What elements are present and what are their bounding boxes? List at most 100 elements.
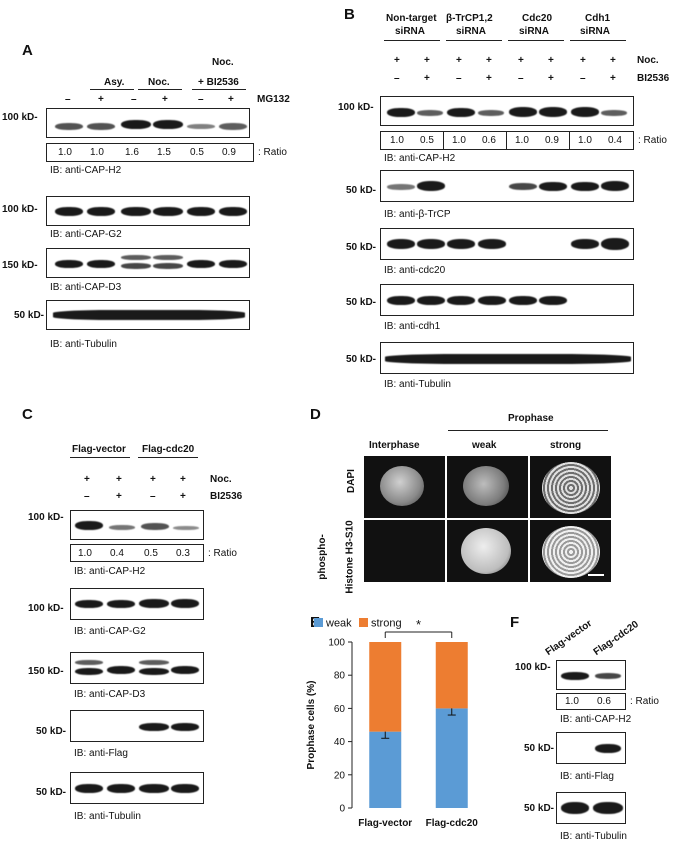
- bar-strong-Flag-vector: [369, 642, 402, 732]
- row-label-noc: Noc.: [637, 55, 659, 66]
- ratio-value: 1.0: [515, 135, 529, 146]
- group-label-bi2536: + BI2536: [198, 77, 239, 88]
- panel-label-a: A: [22, 42, 33, 59]
- ratio-value: 1.0: [90, 147, 104, 158]
- group-label: Flag-vector: [72, 444, 126, 455]
- sign: +: [180, 491, 186, 502]
- ib-label: IB: anti-Tubulin: [50, 339, 117, 350]
- ib-label: IB: anti-CAP-G2: [50, 229, 122, 240]
- blot-cap-d3: [70, 652, 204, 684]
- mw-marker: 50 kD-: [346, 297, 377, 308]
- stacked-bar-chart: weak strong 0 20 40 60 80 100 Prophase cells (%)…: [300, 612, 500, 834]
- ib-label: IB: anti-β-TrCP: [384, 209, 451, 220]
- row-label-phospho: phospho-: [316, 534, 328, 580]
- column-header-interphase: Interphase: [369, 440, 420, 451]
- sign: –: [580, 73, 586, 84]
- blot-cdc20: [380, 228, 634, 260]
- ratio-value: 0.5: [420, 135, 434, 146]
- mw-marker: 150 kD-: [28, 666, 64, 677]
- group-underline: [570, 40, 626, 41]
- mw-marker: 100 kD-: [2, 112, 38, 123]
- group-label-noc-bi: Noc.: [212, 57, 234, 68]
- group-underline: [138, 89, 182, 90]
- sign: +: [486, 55, 492, 66]
- blot-flag: [556, 732, 626, 764]
- ratio-value: 1.0: [565, 696, 579, 707]
- sign: +: [456, 55, 462, 66]
- mw-marker: 50 kD-: [346, 242, 377, 253]
- ratio-value: 0.6: [597, 696, 611, 707]
- ratio-value: 0.4: [608, 135, 622, 146]
- ratio-value: 1.0: [452, 135, 466, 146]
- blot-tubulin: [556, 792, 626, 824]
- bar-strong-Flag-cdc20: [435, 642, 468, 709]
- row-label-histone: Histone H3-S10: [344, 520, 356, 594]
- ratio-suffix: : Ratio: [208, 548, 237, 559]
- y-tick-label: 40: [334, 737, 346, 748]
- micrograph-ph3-strong: [530, 520, 611, 582]
- mw-marker: 50 kD-: [346, 354, 377, 365]
- lane-label: Flag-vector: [543, 618, 595, 658]
- significance-marker: *: [416, 617, 421, 632]
- y-tick-label: 20: [334, 770, 346, 781]
- x-tick-label: Flag-vector: [358, 818, 412, 829]
- sign: +: [116, 474, 122, 485]
- column-header-weak: weak: [472, 440, 497, 451]
- group-label: Non-target: [386, 13, 437, 24]
- ib-label: IB: anti-CAP-D3: [74, 689, 146, 700]
- ratio-value: 0.6: [482, 135, 496, 146]
- legend-swatch-weak: [314, 618, 323, 627]
- sign: –: [518, 73, 524, 84]
- micrograph-ph3-interphase: [364, 520, 445, 582]
- bar-weak-Flag-vector: [369, 731, 402, 808]
- ib-label: IB: anti-Tubulin: [384, 379, 451, 390]
- blot-tubulin: [380, 342, 634, 374]
- mg132-label: MG132: [257, 94, 290, 105]
- group-label-asy: Asy.: [104, 77, 125, 88]
- blot-cdh1: [380, 284, 634, 316]
- blot-cap-g2: [46, 196, 250, 226]
- sign: +: [116, 491, 122, 502]
- mw-marker: 100 kD-: [515, 662, 551, 673]
- micrograph-ph3-weak: [447, 520, 528, 582]
- column-header-strong: strong: [550, 440, 582, 451]
- group-underline: [70, 457, 130, 458]
- sign: +: [518, 55, 524, 66]
- ratio-value: 0.3: [176, 548, 190, 559]
- ratio-value: 0.4: [110, 548, 124, 559]
- ratio-value: 0.5: [144, 548, 158, 559]
- sign: +: [610, 73, 616, 84]
- blot-cap-h2: [380, 96, 634, 126]
- ib-label: IB: anti-Tubulin: [74, 811, 141, 822]
- row-label-noc: Noc.: [210, 474, 232, 485]
- blot-btrcp: [380, 170, 634, 202]
- sign: –: [394, 73, 400, 84]
- sign: +: [394, 55, 400, 66]
- ratio-box: [70, 544, 204, 562]
- ratio-value: 1.6: [125, 147, 139, 158]
- group-underline: [90, 89, 134, 90]
- lane-label: Flag-cdc20: [591, 619, 641, 658]
- blot-cap-g2: [70, 588, 204, 620]
- prophase-header: Prophase: [508, 413, 554, 424]
- sign: +: [424, 73, 430, 84]
- sign: –: [131, 94, 137, 105]
- sign: –: [84, 491, 90, 502]
- mw-marker: 150 kD-: [2, 260, 38, 271]
- group-label: siRNA: [456, 26, 487, 37]
- sign: +: [180, 474, 186, 485]
- legend-swatch-strong: [359, 618, 368, 627]
- legend-label-weak: weak: [325, 618, 352, 630]
- y-tick-label: 60: [334, 704, 346, 715]
- y-tick-label: 80: [334, 671, 346, 682]
- row-label-bi2536: BI2536: [637, 73, 670, 84]
- ib-label: IB: anti-CAP-D3: [50, 282, 122, 293]
- y-tick-label: 0: [339, 804, 345, 815]
- sign: –: [65, 94, 71, 105]
- ratio-box: [380, 131, 634, 150]
- sign: –: [150, 491, 156, 502]
- ib-label: IB: anti-cdh1: [384, 321, 441, 332]
- group-underline: [508, 40, 564, 41]
- panel-label-d: D: [310, 406, 321, 423]
